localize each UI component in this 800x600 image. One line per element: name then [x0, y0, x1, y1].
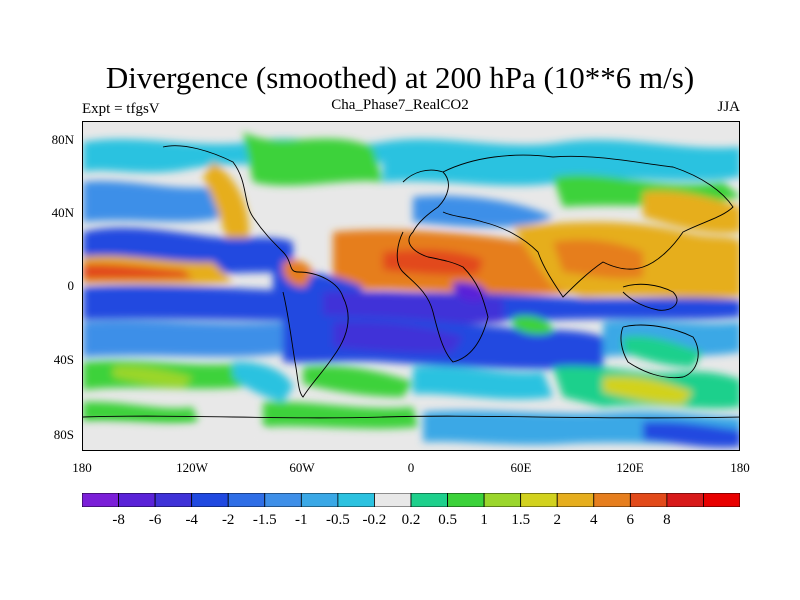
lon-label: 60E	[510, 460, 532, 475]
colorbar-label: -8	[112, 512, 125, 528]
lat-label: 0	[67, 278, 75, 293]
colorbar-box	[264, 493, 302, 507]
lon-label: 0	[407, 460, 415, 475]
colorbar-box	[154, 493, 193, 507]
colorbar-box	[703, 493, 740, 507]
colorbar-label: -1	[295, 512, 308, 528]
lon-label: 180	[72, 460, 92, 475]
colorbar-label: -0.2	[362, 512, 387, 528]
colorbar-label: 1.5	[511, 512, 531, 528]
lon-label: 60W	[289, 460, 315, 475]
colorbar-box	[629, 493, 668, 507]
colorbar-label: 0.5	[438, 512, 457, 528]
lon-label: 120E	[616, 460, 644, 475]
colorbar-label: 6	[626, 512, 635, 528]
colorbar-box	[556, 493, 595, 507]
colorbar-box	[227, 493, 266, 507]
colorbar-box	[374, 493, 412, 507]
lat-label: 40S	[53, 352, 74, 367]
colorbar-box	[593, 493, 631, 507]
experiment-label: Expt = tfgsV	[82, 101, 160, 117]
colorbar-label: -6	[148, 512, 162, 528]
colorbar-label: -4	[185, 512, 198, 528]
divergence-map	[82, 121, 740, 451]
colorbar	[82, 493, 740, 507]
colorbar-box	[666, 493, 704, 507]
colorbar-label: 2	[553, 512, 561, 528]
colorbar-box	[447, 493, 485, 507]
lat-label: 40N	[51, 205, 74, 220]
season-label: JJA	[717, 99, 740, 115]
colorbar-box	[82, 493, 119, 507]
colorbar-box	[337, 493, 375, 507]
colorbar-box	[520, 493, 558, 507]
lon-label: 120W	[176, 460, 208, 475]
colorbar-label: 4	[590, 512, 598, 528]
lat-label: 80S	[53, 427, 74, 442]
colorbar-label: 8	[663, 512, 671, 528]
colorbar-box	[118, 493, 156, 507]
colorbar-label: 0.2	[401, 512, 421, 528]
colorbar-label: 1	[480, 512, 488, 528]
lat-label: 80N	[51, 132, 74, 147]
run-name-label: Cha_Phase7_RealCO2	[331, 97, 469, 113]
colorbar-box	[483, 493, 522, 507]
coastlines	[83, 145, 739, 419]
map-title: Divergence (smoothed) at 200 hPa (10**6 …	[105, 60, 695, 95]
colorbar-box	[191, 493, 229, 507]
colorbar-label: -1.5	[252, 512, 277, 528]
colorbar-box	[300, 493, 339, 507]
colorbar-box	[410, 493, 448, 507]
colorbar-label: -0.5	[326, 512, 350, 528]
map-field	[83, 122, 739, 450]
colorbar-label: -2	[221, 512, 235, 528]
lon-label: 180	[730, 460, 750, 475]
